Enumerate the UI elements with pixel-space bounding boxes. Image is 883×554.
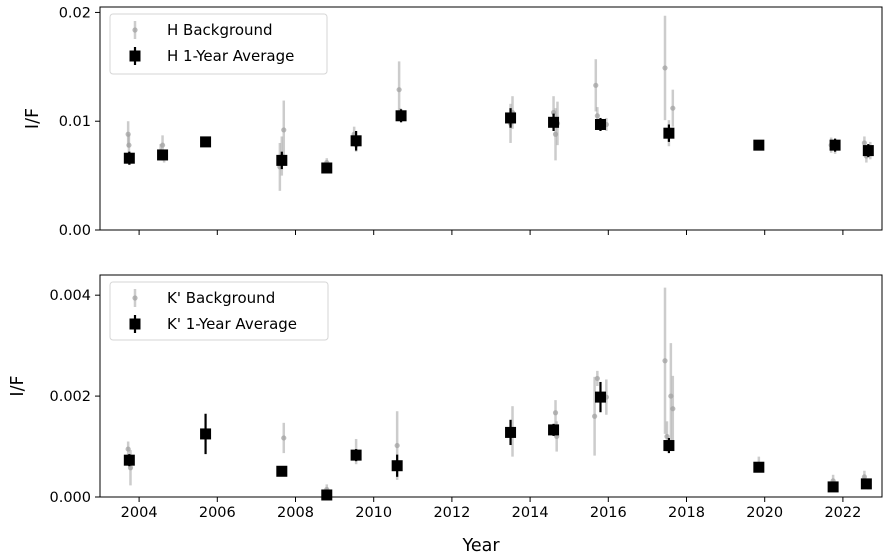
x-tick-label: 2006 [199,505,236,521]
data-point [126,142,132,148]
data-point [594,375,600,382]
data-point [670,105,676,111]
legend-label: H Background [167,21,273,39]
data-point [862,145,874,157]
data-point [593,82,599,88]
legend-label: H 1-Year Average [167,47,294,65]
data-point [548,116,560,128]
data-point [391,460,403,472]
y-tick-label: 0.00 [59,223,91,239]
data-point [548,424,560,436]
y-tick-label: 0.004 [49,288,91,304]
data-point [861,140,868,146]
data-point [505,426,517,438]
x-tick-label: 2022 [824,505,861,521]
data-point [200,428,212,440]
x-tick-label: 2010 [355,505,392,521]
x-tick-label: 2018 [668,505,705,521]
data-point [753,461,765,473]
data-point [662,65,668,71]
data-point [127,465,134,471]
data-point [592,413,598,419]
axes-frame [99,274,883,498]
series-2 [123,381,872,501]
data-point [123,152,135,164]
x-tick-label: 2020 [746,505,783,521]
data-point [321,162,333,174]
data-point [276,154,288,166]
panel-1: 0.00 0.01 0.02 I/F H Background H 1-Year Aver… [23,5,883,239]
x-tick-label: 2016 [590,505,627,521]
data-point [157,149,169,161]
x-tick-label: 2012 [433,505,470,521]
data-point [395,110,407,122]
legend-marker [129,318,141,330]
data-point [594,391,606,403]
x-tick-label: 2004 [121,505,158,521]
data-point [670,406,676,412]
data-point [350,449,362,461]
axes-frame [99,6,883,231]
data-point [350,135,362,147]
data-point [662,358,668,364]
data-point [396,87,402,93]
panel-2: 2004 2006 2008 2010 2012 2014 2016 2018 2020 2022… [8,274,883,554]
legend-box [109,281,329,341]
series-2 [123,108,874,174]
data-point [663,127,675,139]
data-point [505,112,517,124]
data-point [321,489,333,501]
data-point [281,127,287,133]
y-tick-label: 0.002 [49,389,91,405]
legend: H Background H 1-Year Average [109,13,328,75]
data-point [827,481,839,493]
data-point [594,118,606,130]
legend-marker [129,50,141,62]
x-axis-label: Year [461,536,500,554]
data-point [394,442,400,449]
data-point [276,465,288,477]
legend: K' Background K' 1-Year Average [109,281,329,341]
data-point [829,139,841,151]
legend-label: K' Background [167,289,275,307]
y-tick-label: 0.000 [49,490,91,506]
data-point [200,136,212,148]
y-tick-label: 0.01 [59,114,91,130]
y-axis-label: I/F [8,375,28,396]
data-point [159,142,166,148]
data-point [860,478,872,490]
data-point [281,435,287,441]
data-point [552,410,559,416]
legend-marker [132,295,138,301]
y-axis-label: I/F [23,108,43,129]
data-point [753,139,765,151]
x-tick-label: 2008 [277,505,314,521]
data-point [663,440,675,452]
legend-box [109,13,328,75]
data-point [664,433,670,440]
data-point [861,474,868,480]
legend-label: K' 1-Year Average [167,315,297,333]
x-tick-label: 2014 [512,505,549,521]
data-point [594,113,600,119]
data-point [123,454,135,466]
y-tick-label: 0.02 [59,5,91,21]
legend-marker [132,27,138,33]
